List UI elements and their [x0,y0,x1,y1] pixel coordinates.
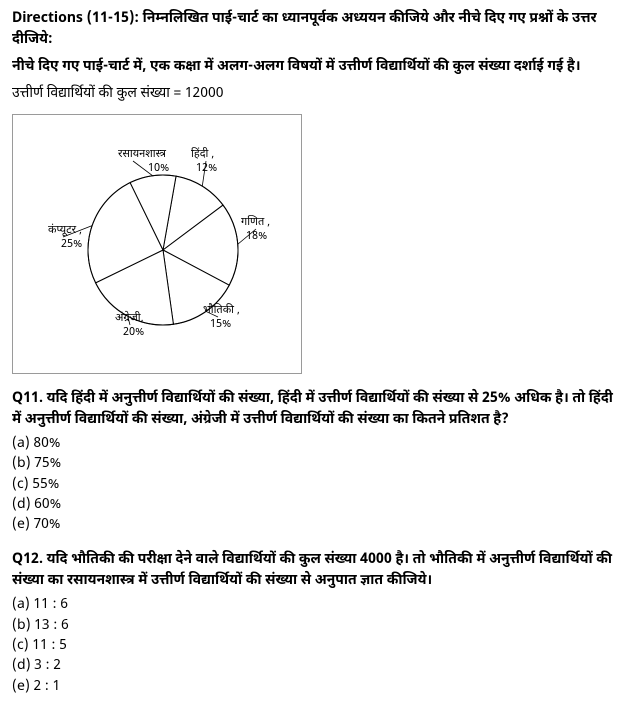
directions-prefix: Directions (11-15): [12,9,143,28]
svg-text:18%: 18% [246,230,267,244]
q12-option-b: (b) 13 : 6 [12,616,619,636]
q11-option-e: (e) 70% [12,515,619,535]
q12-option-e: (e) 2 : 1 [12,677,619,697]
svg-text:कंप्यूटर ,: कंप्यूटर , [48,223,82,238]
q12-option-d: (d) 3 : 2 [12,656,619,676]
svg-text:20%: 20% [123,326,144,340]
q11-options: (a) 80% (b) 75% (c) 55% (d) 60% (e) 70% [12,434,619,535]
question-11: Q11. यदि हिंदी में अनुत्तीर्ण विद्यार्थि… [12,388,619,430]
directions-line2: नीचे दिए गए पाई-चार्ट में, एक कक्षा में … [12,56,619,77]
q11-label: Q11. [12,389,47,408]
svg-text:गणित ,: गणित , [241,215,270,230]
q11-text: यदि हिंदी में अनुत्तीर्ण विद्यार्थियों क… [12,389,613,429]
total-students-line: उत्तीर्ण विद्यार्थियों की कुल संख्या = 1… [12,83,619,104]
q11-option-b: (b) 75% [12,454,619,474]
q12-label: Q12. [12,550,47,569]
svg-text:15%: 15% [210,318,231,332]
q12-text: यदि भौतिकी की परीक्षा देने वाले विद्यार्… [12,550,612,590]
pie-chart: हिंदी ,12%गणित ,18%भौतिकी ,15%अंग्रेजी,2… [13,115,303,375]
directions-block: Directions (11-15): निम्नलिखित पाई-चार्ट… [12,8,619,50]
pie-chart-container: हिंदी ,12%गणित ,18%भौतिकी ,15%अंग्रेजी,2… [12,114,302,374]
q12-option-c: (c) 11 : 5 [12,636,619,656]
svg-text:25%: 25% [61,238,82,252]
question-12: Q12. यदि भौतिकी की परीक्षा देने वाले विद… [12,549,619,591]
q11-option-d: (d) 60% [12,495,619,515]
svg-text:हिंदी ,: हिंदी , [191,147,214,162]
svg-text:अंग्रेजी,: अंग्रेजी, [115,311,144,326]
svg-text:12%: 12% [196,162,217,176]
q11-option-c: (c) 55% [12,475,619,495]
q12-option-a: (a) 11 : 6 [12,595,619,615]
q12-options: (a) 11 : 6 (b) 13 : 6 (c) 11 : 5 (d) 3 :… [12,595,619,696]
svg-text:10%: 10% [148,162,169,176]
q11-option-a: (a) 80% [12,434,619,454]
svg-text:भौतिकी ,: भौतिकी , [203,303,240,318]
svg-text:रसायनशास्त्र: रसायनशास्त्र [118,148,167,162]
